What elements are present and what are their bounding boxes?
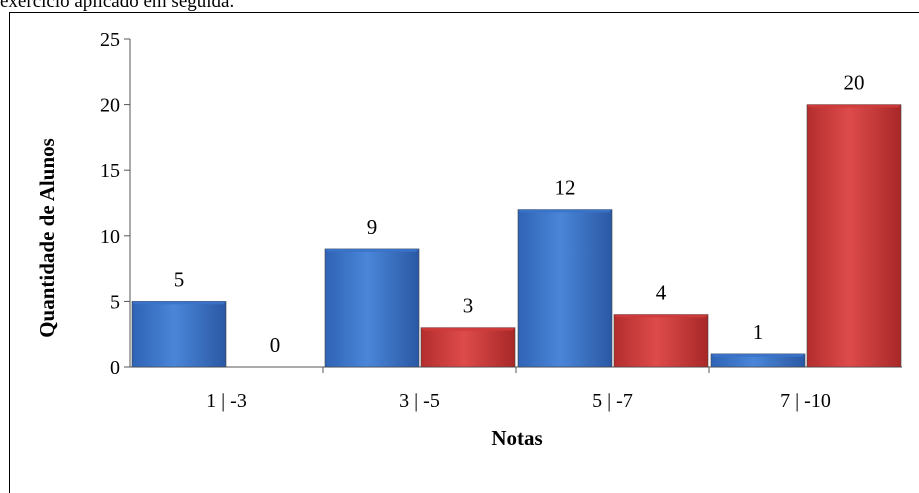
y-tick-label: 10 [100,226,120,248]
bar-bevel [807,104,901,108]
bar-bevel [614,314,708,318]
bar-bevel [421,327,515,331]
x-tick-label: 1 | -3 [206,390,247,412]
x-tick-label: 5 | -7 [592,390,633,412]
y-tick-label: 5 [110,291,120,313]
y-tick-label: 0 [110,357,120,379]
data-label: 20 [844,71,865,95]
preceding-text: exercício aplicado em seguida. [0,0,235,12]
data-label: 0 [270,333,281,357]
bar-bevel [132,301,226,305]
bar-series2 [420,327,516,368]
data-label: 4 [656,281,667,305]
y-tick-label: 25 [100,29,120,51]
y-tick-label: 15 [100,160,120,182]
bar-bevel [325,248,419,252]
x-tick-label: 7 | -10 [780,390,831,412]
bar-bevel [518,209,612,213]
x-axis-title: Notas [491,426,542,450]
y-tick-label: 20 [100,95,120,117]
data-label: 1 [753,320,764,344]
chart-frame [9,12,919,493]
bar-series1 [324,248,420,368]
bar-bevel [711,353,805,357]
x-tick-label: 3 | -5 [399,390,440,412]
bar-series1 [517,209,613,368]
bar-series2 [613,314,709,368]
data-label: 3 [463,294,474,318]
bar-series2 [806,104,902,368]
bar-series1 [131,301,227,368]
data-label: 12 [555,176,576,200]
data-label: 9 [367,215,378,239]
bar-chart: 0 5 10 15 20 25 1 | -3 5 0 3 | -5 9 3 5 | -7 12 4 7 | -… [35,29,902,450]
y-axis-title: Quantidade de Alunos [35,138,59,338]
data-label: 5 [174,267,185,291]
